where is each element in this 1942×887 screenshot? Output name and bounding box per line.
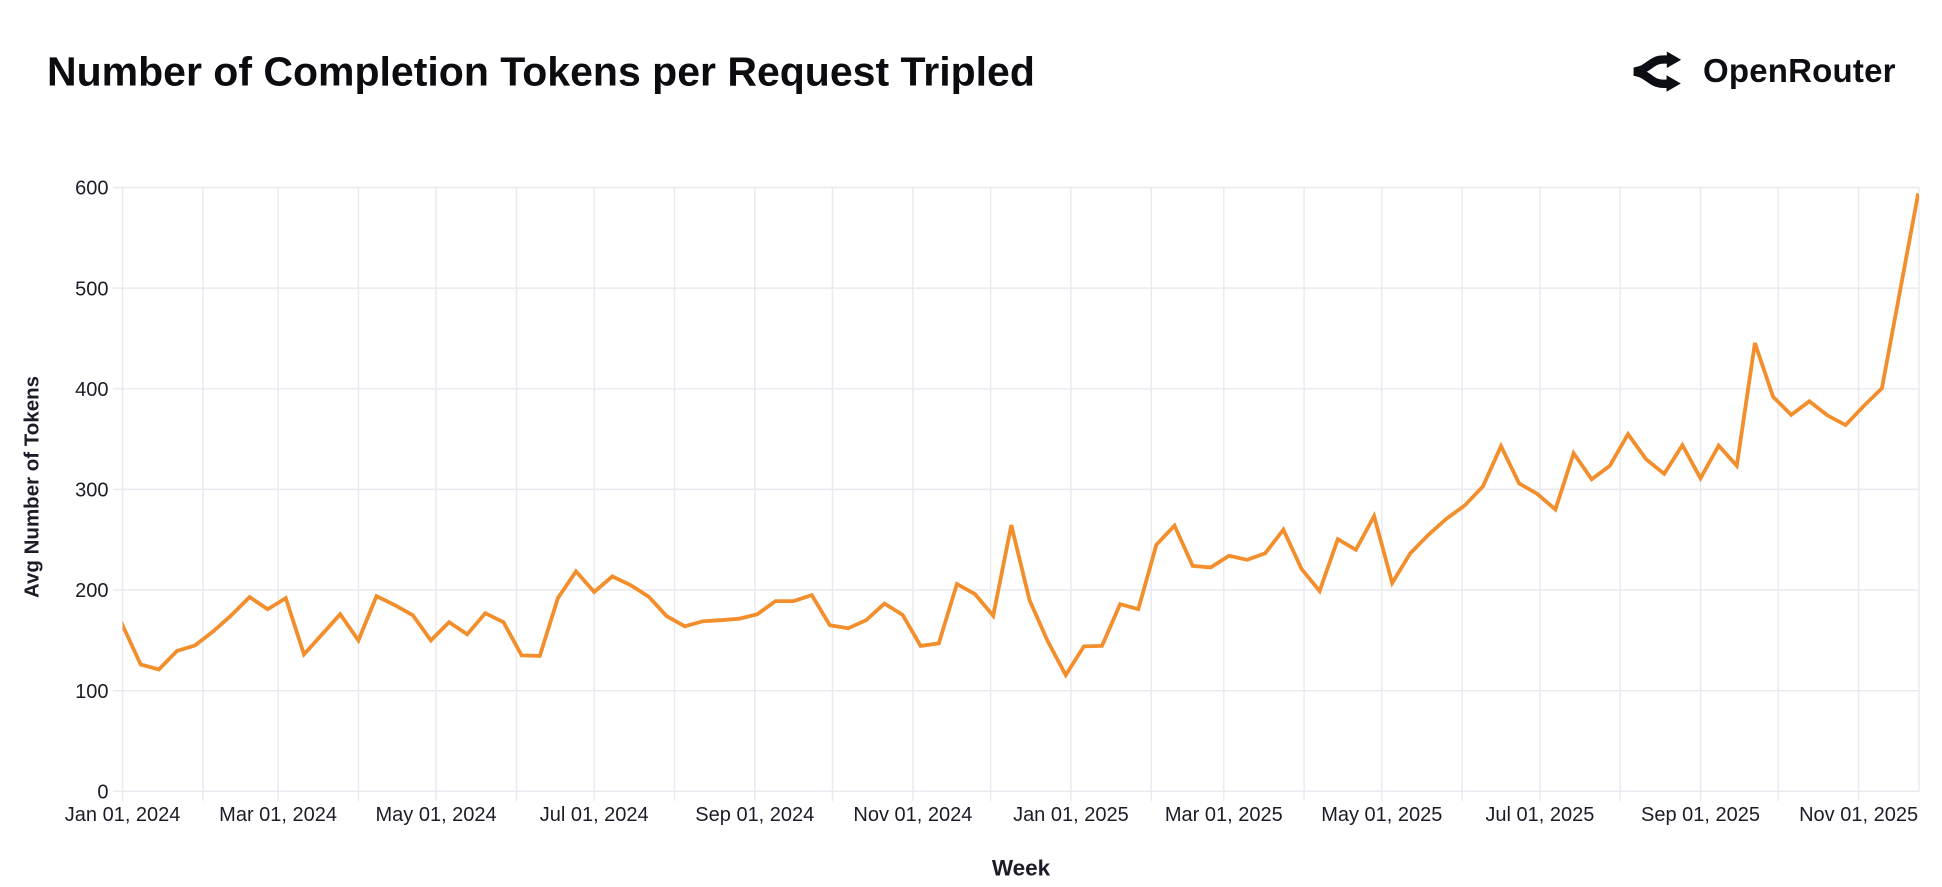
svg-text:Jan 01, 2024: Jan 01, 2024 (65, 804, 181, 826)
svg-text:600: 600 (75, 178, 108, 200)
svg-text:Jul 01, 2024: Jul 01, 2024 (540, 804, 649, 826)
svg-text:100: 100 (75, 681, 108, 703)
svg-text:OpenRouter: OpenRouter (1703, 52, 1896, 89)
svg-text:Jul 01, 2025: Jul 01, 2025 (1485, 804, 1594, 826)
svg-text:Mar 01, 2024: Mar 01, 2024 (219, 804, 337, 826)
svg-text:400: 400 (75, 379, 108, 401)
svg-text:May 01, 2025: May 01, 2025 (1321, 804, 1442, 826)
svg-text:Nov 01, 2024: Nov 01, 2024 (853, 804, 972, 826)
svg-text:Avg Number of Tokens: Avg Number of Tokens (21, 376, 44, 598)
svg-text:May 01, 2024: May 01, 2024 (375, 804, 496, 826)
svg-text:200: 200 (75, 580, 108, 602)
svg-text:Sep 01, 2025: Sep 01, 2025 (1641, 804, 1760, 826)
svg-text:Mar 01, 2025: Mar 01, 2025 (1165, 804, 1283, 826)
svg-text:Number of Completion Tokens pe: Number of Completion Tokens per Request … (47, 49, 1035, 95)
svg-text:Week: Week (992, 856, 1051, 881)
svg-text:0: 0 (97, 782, 108, 804)
svg-text:500: 500 (75, 278, 108, 300)
svg-text:300: 300 (75, 480, 108, 502)
svg-text:Sep 01, 2024: Sep 01, 2024 (695, 804, 814, 826)
svg-text:Nov 01, 2025: Nov 01, 2025 (1799, 804, 1918, 826)
svg-text:Jan 01, 2025: Jan 01, 2025 (1013, 804, 1129, 826)
